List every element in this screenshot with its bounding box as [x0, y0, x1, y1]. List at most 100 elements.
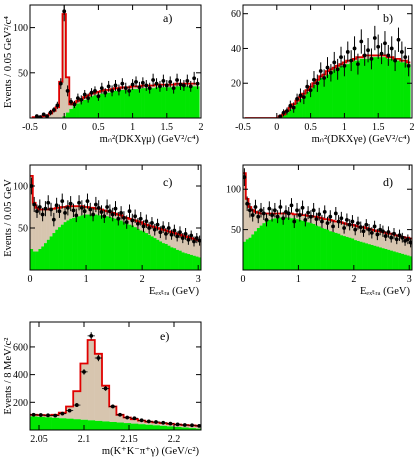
background-bar	[166, 426, 175, 430]
background-bar	[72, 106, 77, 118]
data-point	[243, 175, 247, 180]
x-tick-label: 2.15	[120, 434, 138, 445]
signal-bar	[259, 213, 263, 226]
background-bar	[83, 99, 87, 118]
data-point	[54, 203, 59, 208]
signal-bar	[123, 417, 131, 424]
data-point	[169, 232, 174, 237]
background-bar	[356, 240, 360, 270]
background-bar	[89, 96, 94, 118]
background-bar	[86, 214, 90, 270]
background-bar	[362, 242, 366, 270]
x-tick-label: 1	[342, 122, 347, 133]
signal-bar	[267, 213, 271, 220]
data-point	[62, 9, 67, 14]
background-bar	[49, 236, 53, 270]
data-point	[335, 67, 340, 72]
data-point	[364, 222, 369, 227]
data-point	[91, 212, 95, 217]
background-bar	[93, 95, 97, 118]
background-bar	[348, 237, 352, 270]
data-point	[161, 420, 166, 425]
data-point	[89, 333, 94, 338]
data-point	[82, 92, 87, 97]
data-point	[79, 98, 84, 102]
data-point	[99, 210, 104, 214]
data-point	[32, 202, 37, 207]
data-point	[311, 208, 316, 213]
background-bar	[156, 239, 160, 270]
signal-bar	[195, 239, 199, 257]
data-point	[41, 112, 46, 117]
background-bar	[88, 214, 92, 270]
signal-bar	[381, 232, 385, 249]
data-point	[96, 356, 101, 360]
data-point	[103, 386, 108, 391]
data-point	[189, 233, 194, 238]
data-point	[89, 90, 94, 95]
data-point	[298, 93, 303, 98]
background-bar	[386, 58, 391, 118]
background-bar	[161, 243, 165, 270]
data-point	[53, 413, 58, 418]
data-point	[166, 226, 171, 230]
background-bar	[317, 226, 321, 270]
data-point	[133, 214, 138, 219]
signal-bar	[167, 231, 171, 246]
data-point	[383, 41, 387, 46]
background-bar	[87, 420, 96, 430]
data-point	[46, 413, 50, 418]
data-point	[192, 76, 197, 81]
background-bar	[35, 251, 39, 270]
data-point	[289, 203, 294, 208]
x-tick-label: 2.05	[30, 434, 48, 445]
background-bar	[281, 217, 285, 270]
data-point	[358, 225, 363, 230]
signal-bar	[116, 414, 124, 423]
background-bar	[175, 249, 179, 270]
data-point	[49, 207, 53, 212]
background-bar	[302, 95, 306, 118]
y-tick-label: 60	[231, 9, 241, 20]
data-point	[345, 50, 350, 54]
background-bar	[287, 217, 291, 270]
background-bar	[164, 243, 168, 270]
data-point	[182, 423, 187, 427]
data-point	[182, 83, 186, 88]
background-bar	[378, 247, 382, 270]
background-bar	[185, 86, 190, 118]
background-bar	[120, 89, 125, 118]
data-point	[186, 237, 191, 242]
data-point	[134, 79, 138, 84]
background-bar	[109, 421, 117, 430]
data-point	[178, 230, 182, 235]
background-bar	[319, 78, 323, 118]
background-bar	[116, 219, 121, 270]
data-point	[192, 239, 196, 244]
data-point	[356, 62, 360, 67]
data-point	[375, 232, 380, 237]
data-point	[333, 211, 338, 216]
background-bar	[259, 225, 263, 270]
signal-bar	[345, 223, 349, 237]
x-axis-label: m(K⁺K⁻π⁺γ) (GeV/c²)	[102, 446, 200, 457]
background-bar	[312, 223, 316, 270]
plot-area	[31, 5, 200, 118]
signal-bar	[403, 237, 407, 255]
x-tick-label: 0	[28, 274, 33, 285]
data-point	[256, 214, 261, 219]
background-bar	[134, 89, 139, 118]
data-point	[342, 226, 347, 230]
data-point	[122, 216, 126, 220]
data-point	[322, 76, 327, 80]
background-bar	[124, 89, 128, 118]
data-point	[403, 55, 408, 60]
data-point	[284, 209, 288, 214]
x-tick-label: 1.5	[372, 122, 385, 133]
data-point	[110, 404, 115, 409]
background-bar	[400, 62, 404, 118]
background-bar	[312, 84, 316, 118]
signal-bar	[189, 238, 193, 255]
signal-bar	[41, 209, 45, 247]
signal-bar	[348, 224, 352, 238]
